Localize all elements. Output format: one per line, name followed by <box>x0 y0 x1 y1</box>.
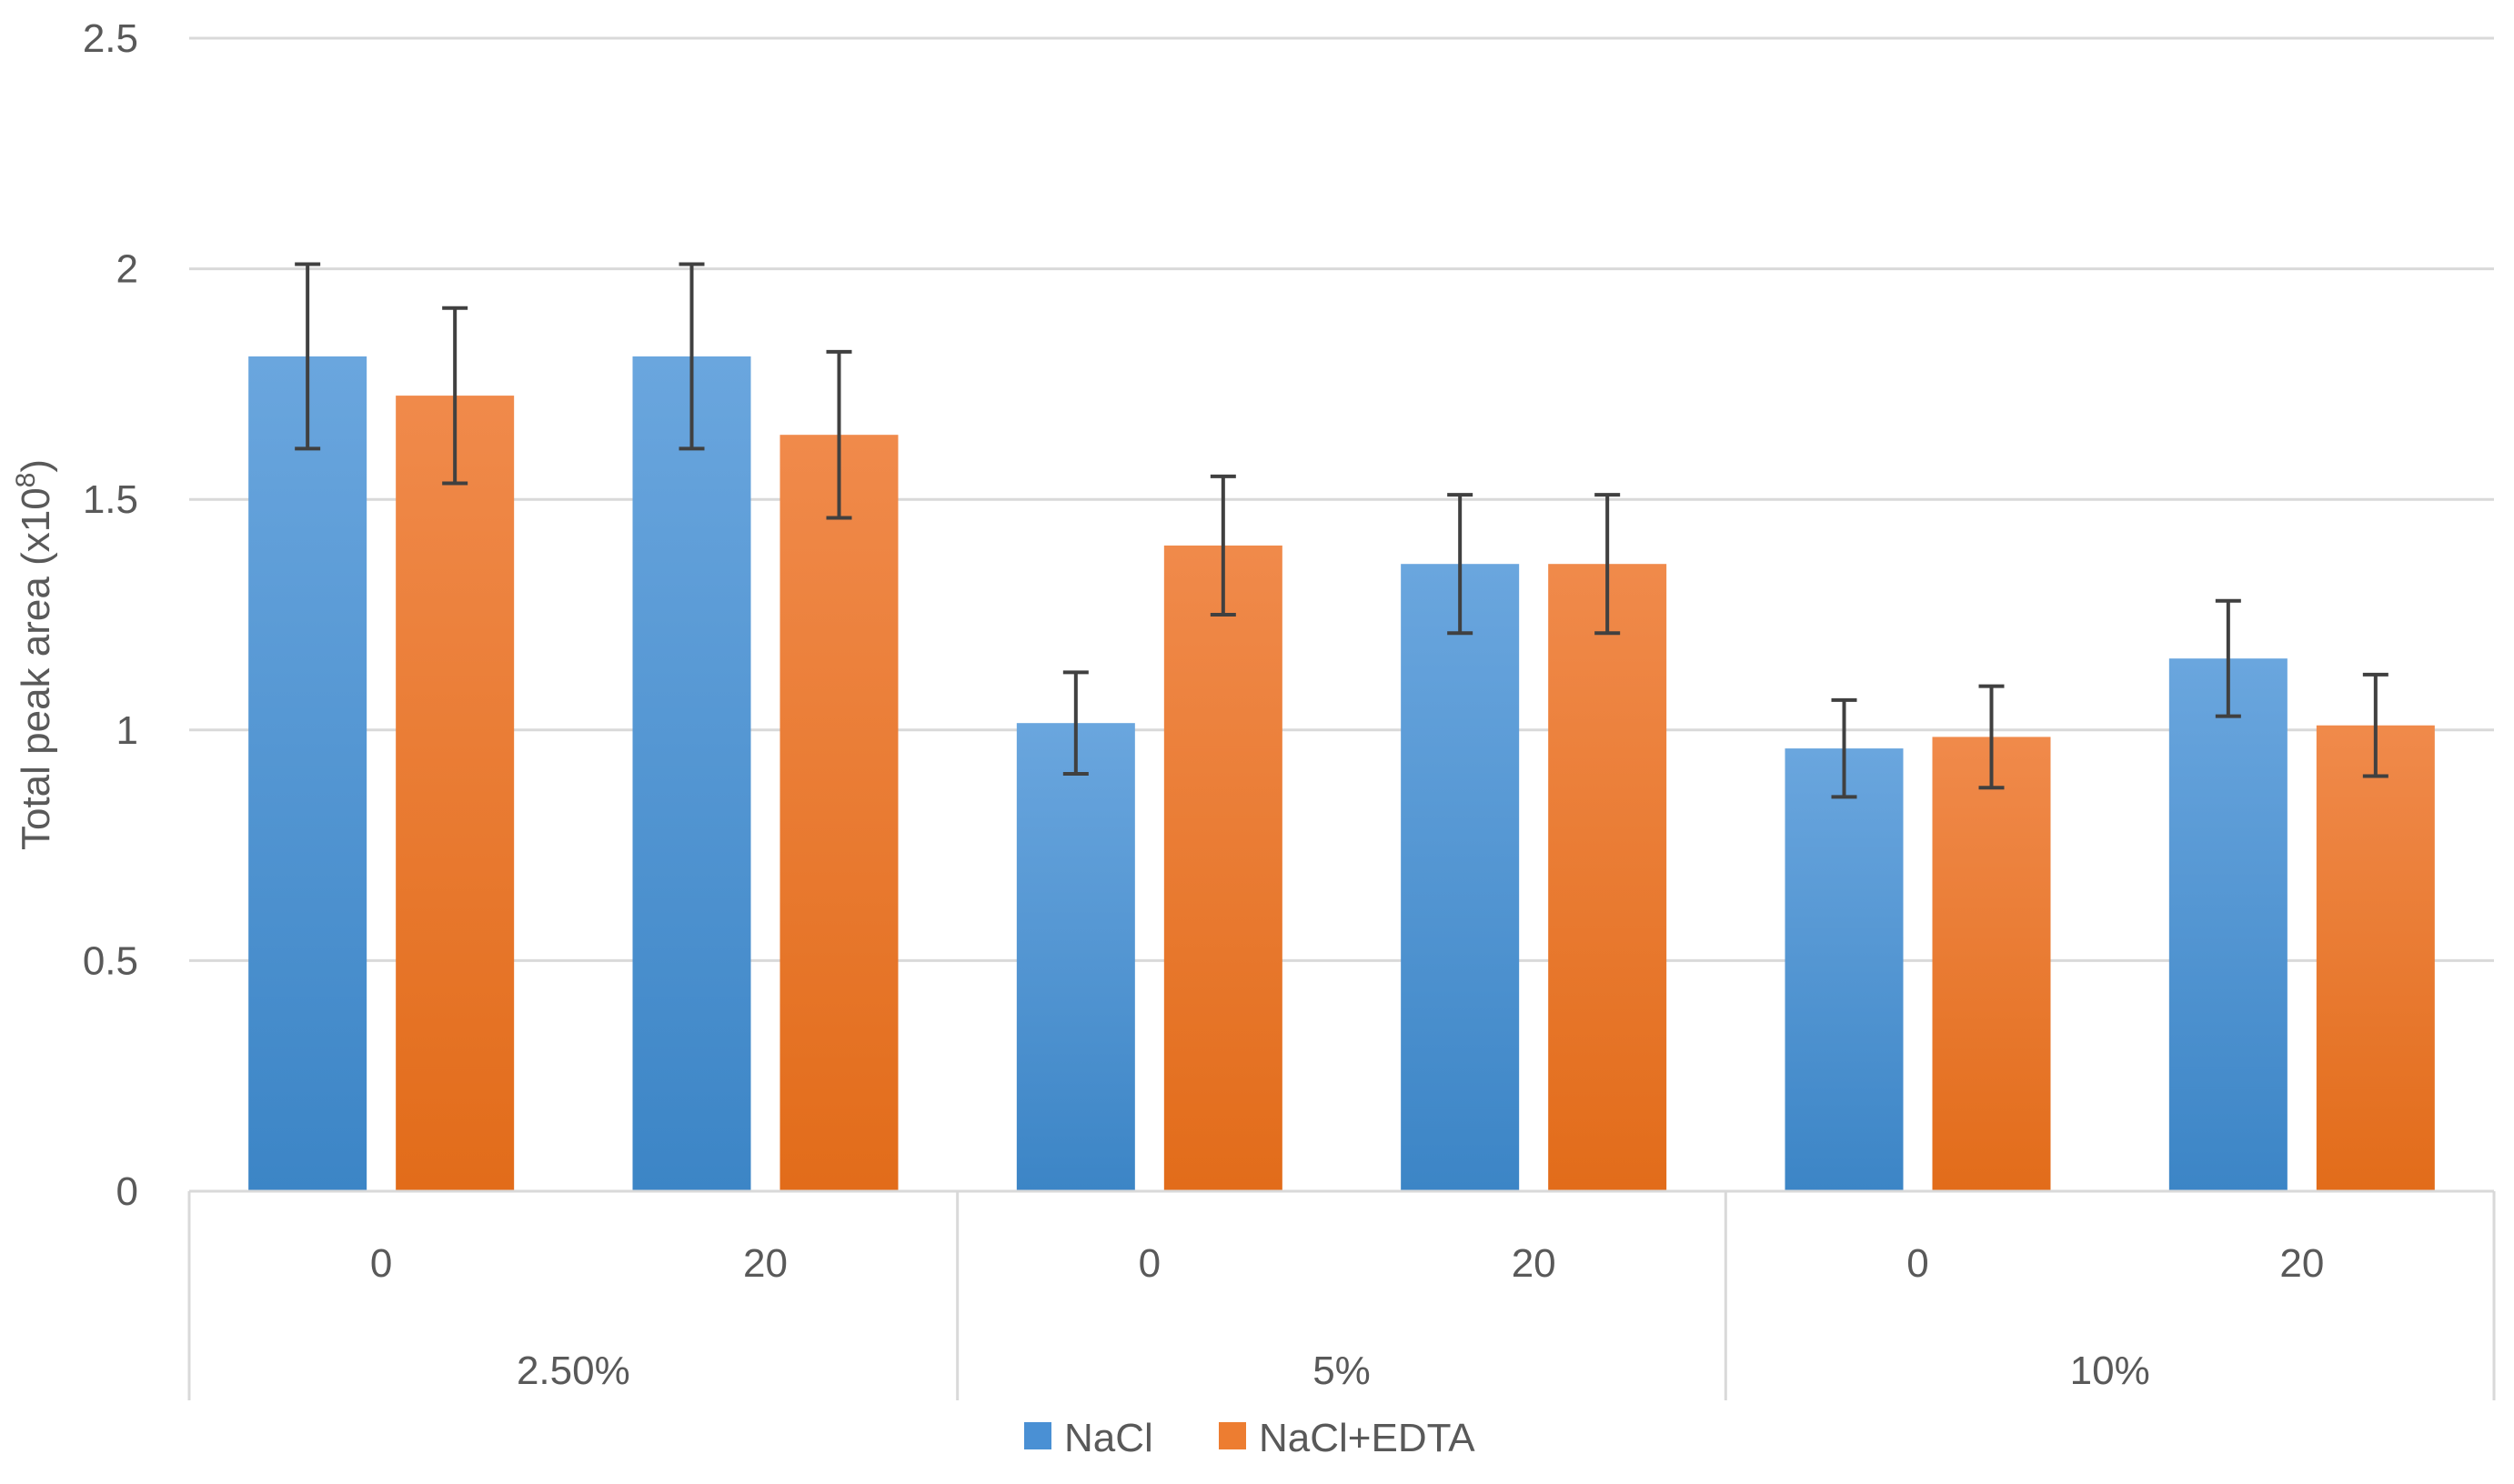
bar-nacl-edta <box>1548 564 1667 1191</box>
error-bar <box>2215 598 2241 718</box>
y-axis-label: Total peak area (x108) <box>11 459 58 850</box>
x-tick-label: 0 <box>370 1241 392 1286</box>
y-tick-label: 0 <box>116 1169 138 1214</box>
error-bar <box>1062 670 1089 776</box>
bar-nacl <box>1401 564 1520 1191</box>
error-bar <box>679 262 705 451</box>
bar-nacl-edta <box>1932 737 2051 1191</box>
legend-swatch <box>1024 1422 1051 1449</box>
error-bar <box>1594 493 1621 636</box>
legend-label: NaCl+EDTA <box>1259 1416 1475 1460</box>
y-axis-ticks: 0 0.5 1 1.5 2 2.5 <box>83 16 138 1214</box>
bar-nacl-edta <box>2316 725 2435 1191</box>
x-tick-label: 0 <box>1906 1241 1928 1286</box>
x-group-label: 5% <box>1312 1349 1371 1393</box>
bar-nacl <box>632 356 751 1191</box>
x-tick-label: 20 <box>2279 1241 2324 1286</box>
x-group-label: 10% <box>2070 1349 2150 1393</box>
legend-item-nacl-edta: NaCl+EDTA <box>1219 1416 1475 1460</box>
bar-nacl <box>248 356 367 1191</box>
bar-nacl <box>2168 658 2288 1191</box>
legend-swatch <box>1219 1422 1246 1449</box>
legend-label: NaCl <box>1064 1416 1153 1460</box>
error-bar <box>1210 474 1236 617</box>
error-bar <box>1831 697 1857 799</box>
y-tick-label: 2 <box>116 247 138 292</box>
error-bar <box>826 349 852 520</box>
legend-item-nacl: NaCl <box>1024 1416 1153 1460</box>
bar-nacl-edta <box>779 435 899 1191</box>
error-bar <box>1978 684 2005 790</box>
y-axis-label-exponent: 8 <box>11 473 41 488</box>
x-tick-label: 20 <box>743 1241 788 1286</box>
bar-nacl-edta <box>1163 545 1282 1191</box>
bar-nacl <box>1785 748 1904 1191</box>
y-tick-label: 1.5 <box>83 477 138 522</box>
y-tick-label: 0.5 <box>83 938 138 983</box>
y-tick-label: 1 <box>116 708 138 753</box>
y-tick-label: 2.5 <box>83 16 138 61</box>
legend: NaCl NaCl+EDTA <box>1024 1416 1475 1460</box>
error-bar <box>295 262 321 451</box>
bar-nacl <box>1016 723 1135 1191</box>
error-bar <box>2362 672 2388 778</box>
error-bar <box>442 306 468 486</box>
bars <box>248 356 2435 1192</box>
gridlines <box>189 36 2494 1193</box>
x-tick-label: 20 <box>1512 1241 1556 1286</box>
error-bars <box>295 262 2388 799</box>
x-group-label: 2.50% <box>517 1349 630 1393</box>
x-tick-label: 0 <box>1139 1241 1161 1286</box>
x-axis: 0 20 0 20 0 20 2.50% 5% 10% <box>187 1189 2496 1400</box>
bar-nacl-edta <box>396 396 515 1192</box>
error-bar <box>1447 493 1473 636</box>
